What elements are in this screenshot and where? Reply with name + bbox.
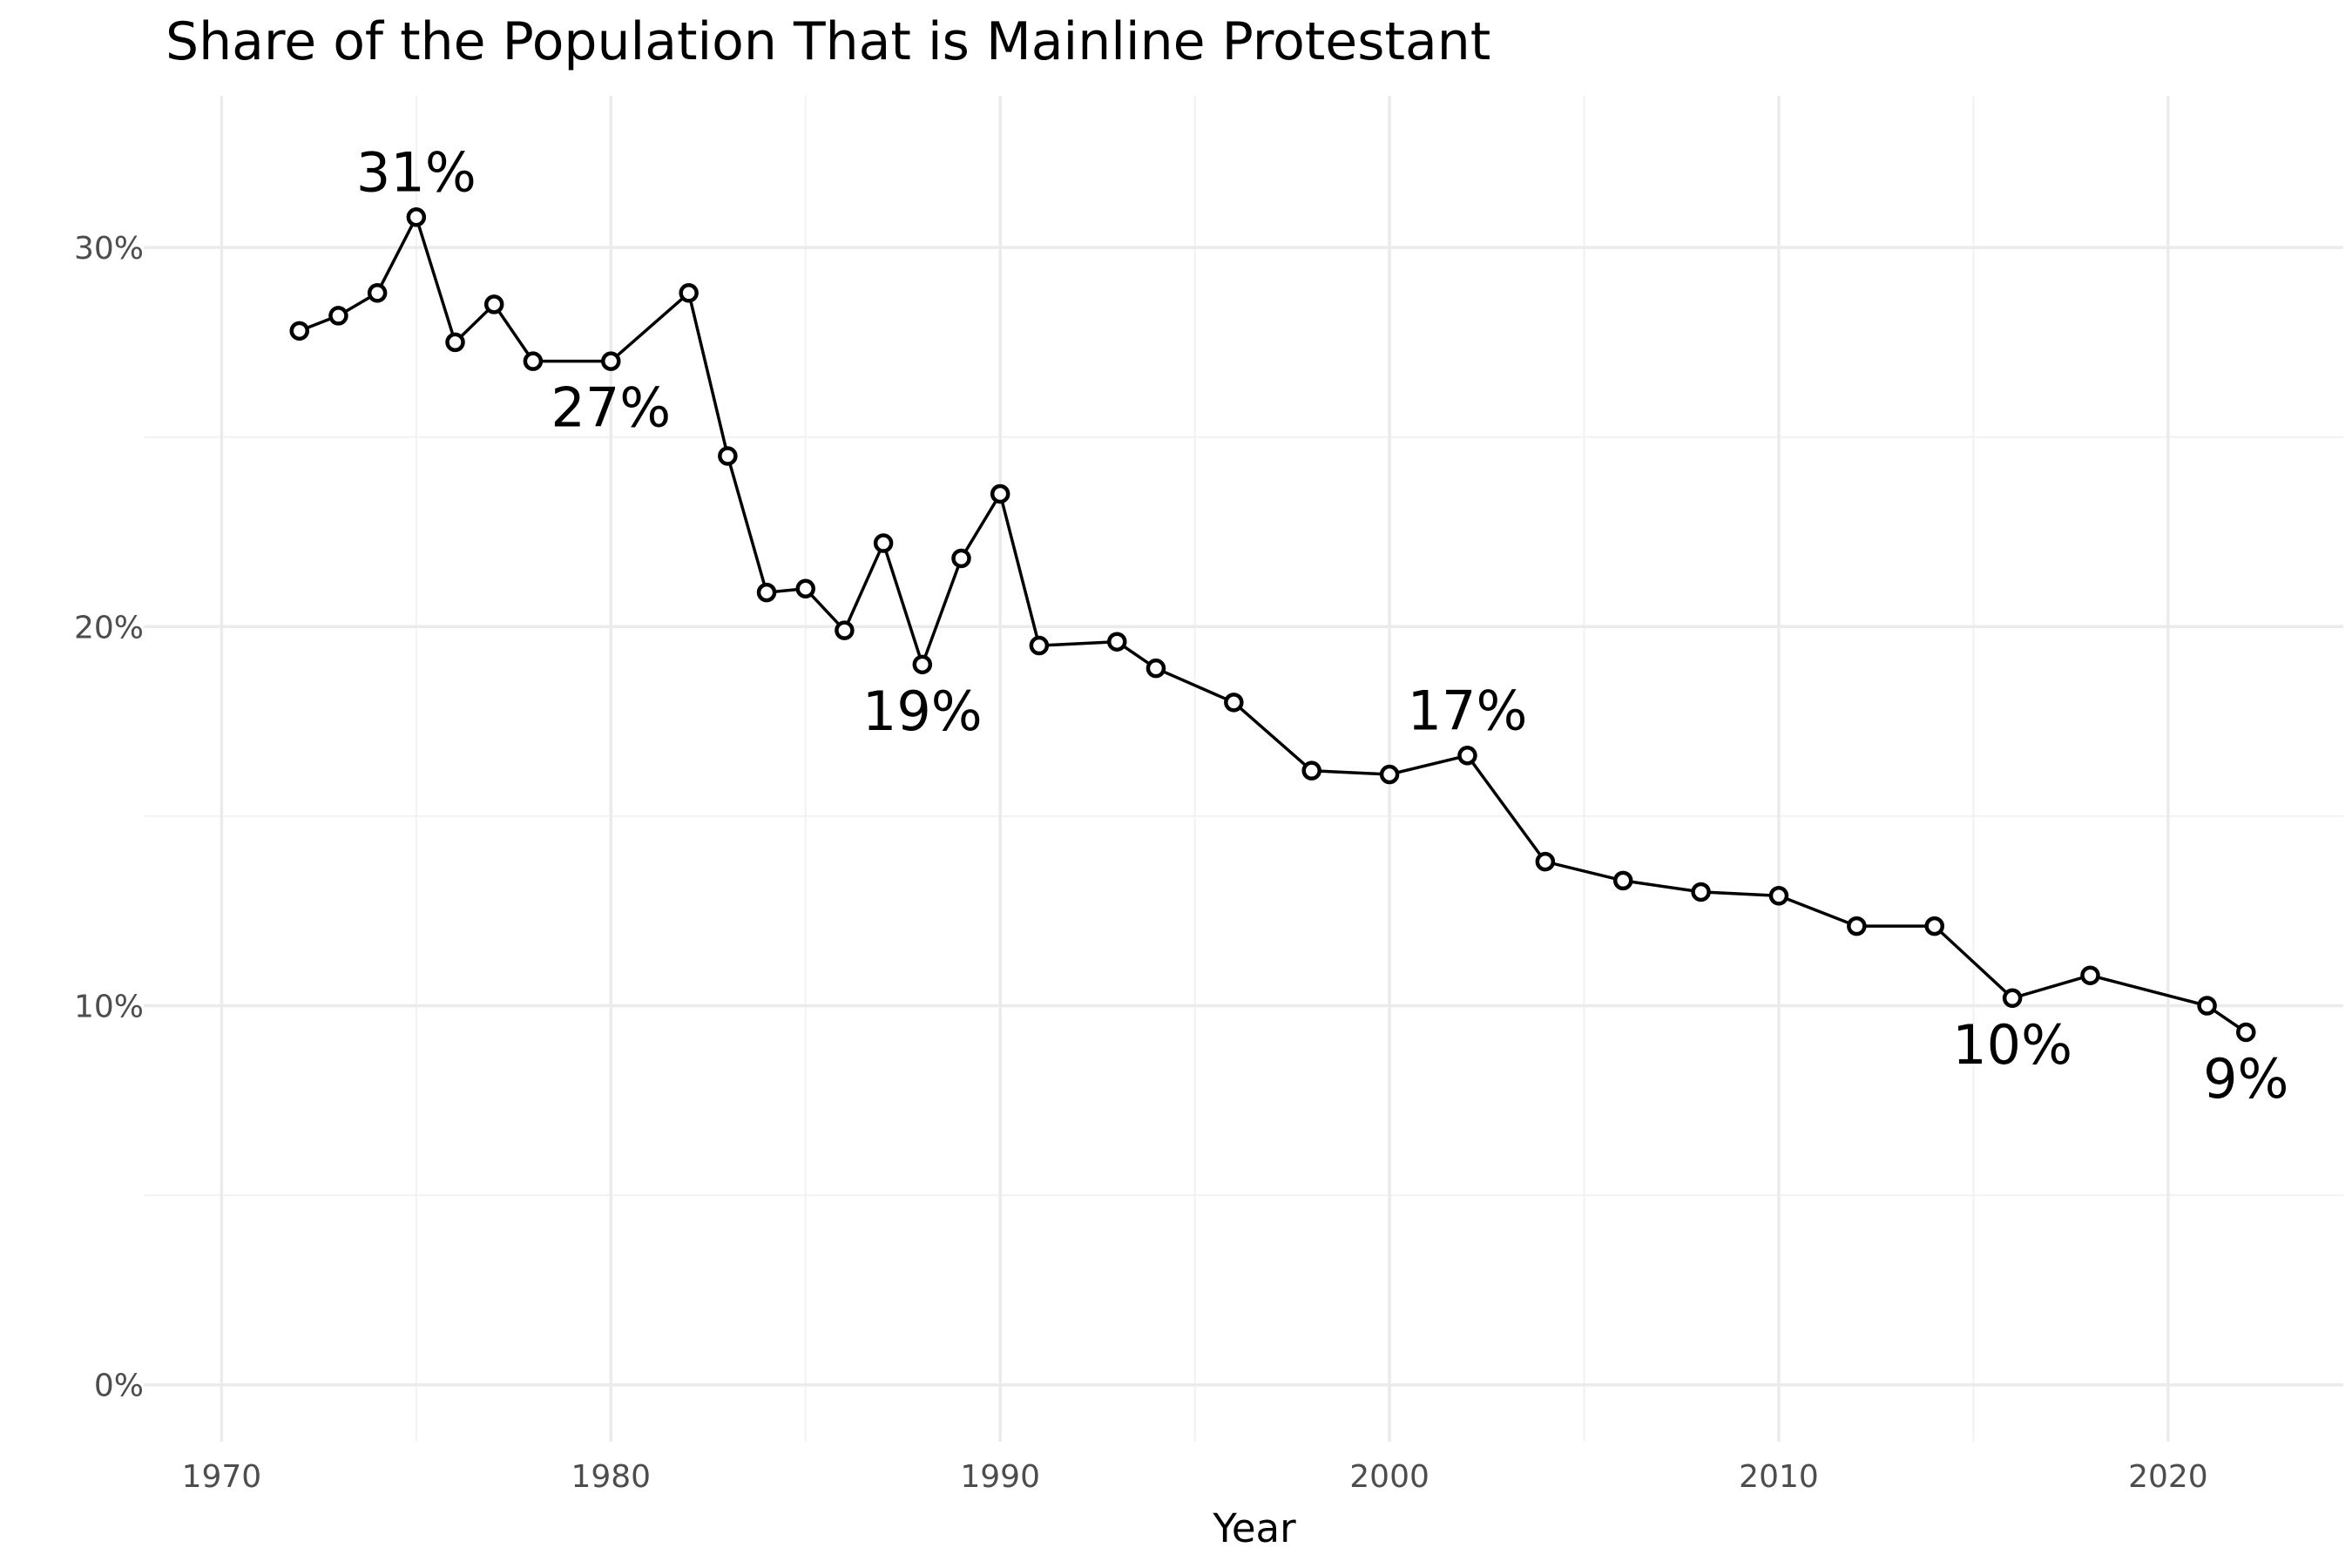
data-point bbox=[1107, 632, 1127, 652]
data-point bbox=[679, 283, 699, 303]
data-point bbox=[1691, 882, 1711, 902]
data-point bbox=[835, 620, 855, 640]
data-point bbox=[2002, 988, 2023, 1009]
data-point bbox=[1379, 764, 1400, 785]
data-label: 17% bbox=[1408, 679, 1528, 742]
data-point bbox=[2197, 996, 2217, 1016]
data-point bbox=[367, 283, 388, 303]
y-tick-label: 20% bbox=[74, 610, 144, 645]
data-point bbox=[1301, 760, 1321, 781]
chart-title: Share of the Population That is Mainline… bbox=[166, 11, 1490, 72]
data-point bbox=[2080, 965, 2100, 985]
data-point bbox=[1146, 658, 1166, 679]
data-point bbox=[1612, 870, 1633, 891]
data-point bbox=[2236, 1022, 2256, 1043]
y-tick-label: 0% bbox=[94, 1369, 144, 1404]
x-tick-label: 2020 bbox=[2128, 1459, 2208, 1495]
data-point bbox=[795, 578, 815, 599]
data-point bbox=[523, 351, 544, 371]
x-tick-label: 1980 bbox=[571, 1459, 651, 1495]
data-label: 10% bbox=[1952, 1013, 2072, 1077]
data-point bbox=[1847, 916, 1867, 936]
gridlines bbox=[144, 96, 2343, 1442]
x-tick-label: 2000 bbox=[1349, 1459, 1429, 1495]
data-point bbox=[1924, 916, 1945, 936]
data-point bbox=[483, 294, 504, 314]
value-annotations: 31% 27% 19% 17% 10% 9% bbox=[356, 140, 2289, 1111]
x-axis-tick-labels: 1970 1980 1990 2000 2010 2020 bbox=[182, 1459, 2208, 1495]
data-point bbox=[912, 654, 933, 675]
data-label: 31% bbox=[356, 140, 476, 204]
data-point bbox=[951, 548, 971, 569]
data-point bbox=[1457, 746, 1477, 766]
x-tick-label: 1990 bbox=[960, 1459, 1040, 1495]
data-point bbox=[328, 306, 348, 326]
data-point bbox=[1768, 886, 1789, 906]
y-tick-label: 10% bbox=[74, 990, 144, 1025]
x-tick-label: 2010 bbox=[1739, 1459, 1819, 1495]
data-point bbox=[756, 582, 777, 603]
data-label: 19% bbox=[862, 679, 983, 743]
y-axis-tick-labels: 0% 10% 20% 30% bbox=[74, 231, 144, 1404]
data-point bbox=[289, 321, 310, 341]
data-point bbox=[1029, 635, 1050, 656]
series-line bbox=[299, 215, 2247, 1034]
data-points bbox=[289, 207, 2256, 1043]
y-tick-label: 30% bbox=[74, 231, 144, 267]
data-label: 9% bbox=[2203, 1047, 2288, 1111]
data-point bbox=[718, 446, 738, 466]
data-point bbox=[601, 351, 621, 371]
data-point bbox=[445, 332, 465, 353]
data-point bbox=[1535, 851, 1556, 872]
data-point bbox=[406, 207, 427, 227]
x-axis-title: Year bbox=[1212, 1505, 1296, 1551]
data-point bbox=[990, 483, 1010, 504]
data-point bbox=[1224, 693, 1244, 713]
x-tick-label: 1970 bbox=[182, 1459, 262, 1495]
data-point bbox=[873, 533, 894, 553]
data-label: 27% bbox=[551, 376, 671, 440]
